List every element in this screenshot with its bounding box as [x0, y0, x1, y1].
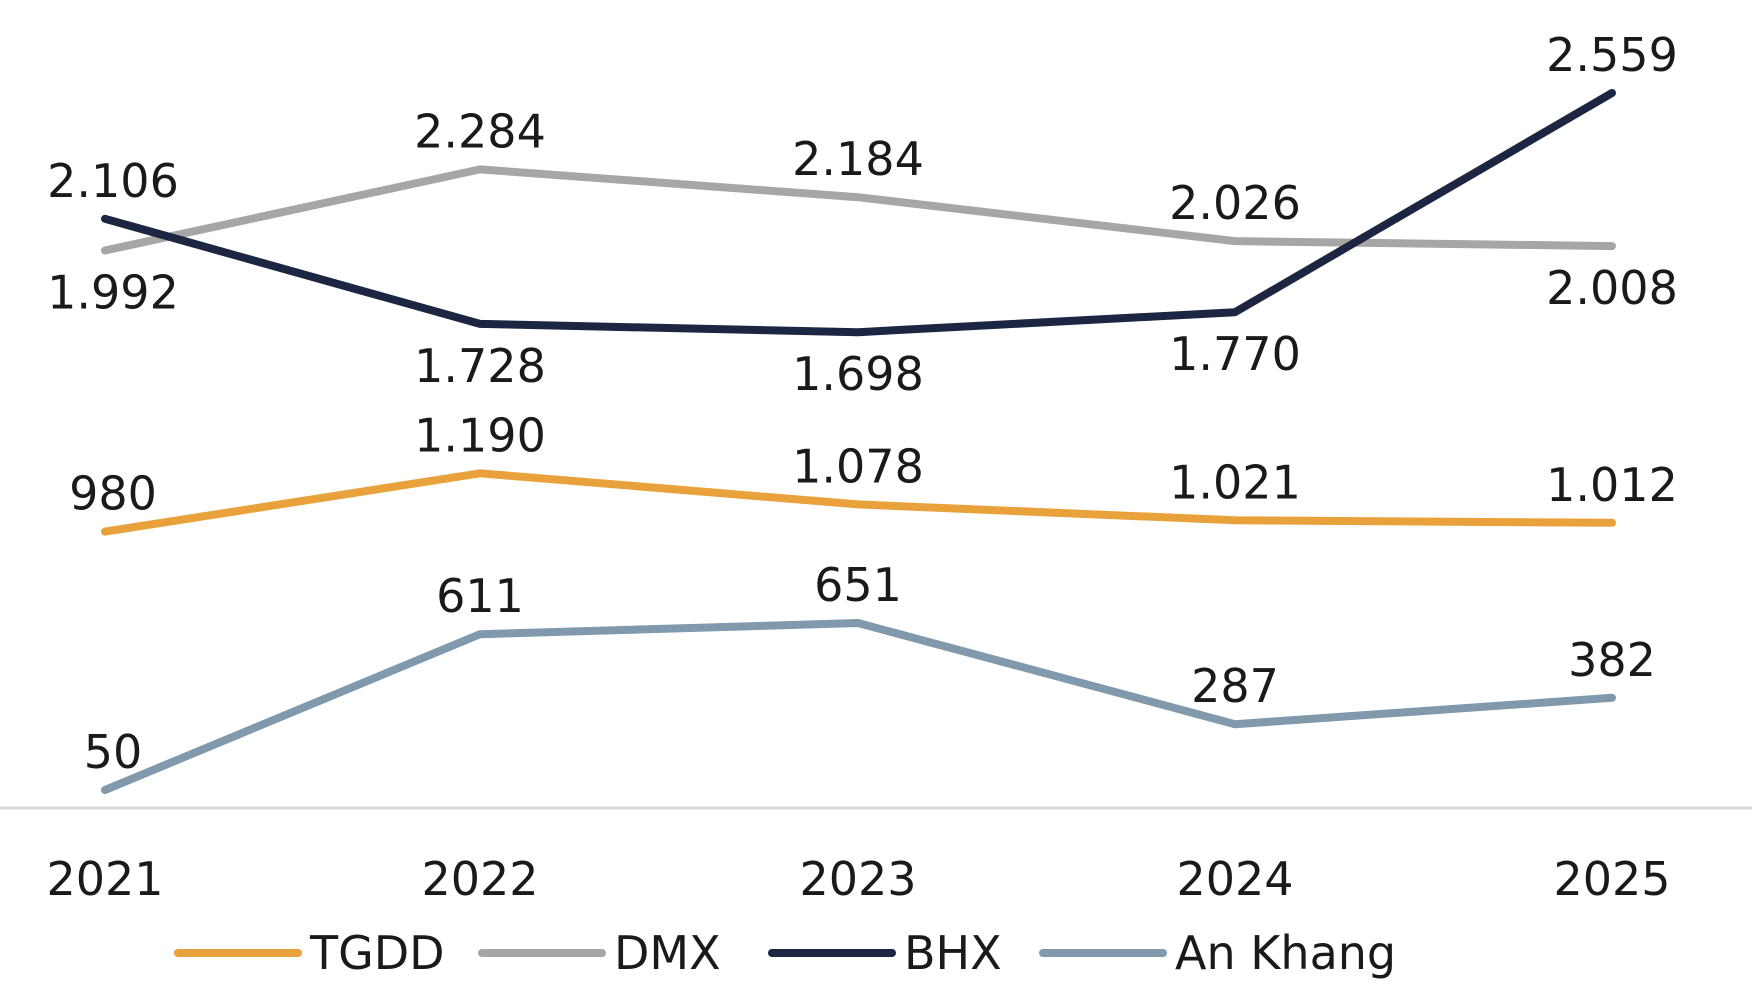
- data-label-tgdd: 1.078: [792, 439, 924, 493]
- x-axis-ticks: 2021 2022 2023 2024 2025: [46, 852, 1670, 906]
- data-label-bhx: 1.728: [414, 339, 546, 393]
- x-tick-label: 2024: [1176, 852, 1293, 906]
- data-label-dmx: 1.992: [47, 266, 179, 320]
- x-tick-label: 2021: [46, 852, 163, 906]
- series-layer: [101, 89, 1616, 794]
- x-tick-label: 2025: [1553, 852, 1670, 906]
- legend-label-tgdd: TGDD: [309, 926, 445, 980]
- data-label-an-khang: 611: [436, 569, 524, 623]
- series-line-bhx: [101, 89, 1616, 337]
- data-label-an-khang: 50: [84, 725, 143, 779]
- legend-label-dmx: DMX: [614, 926, 721, 980]
- data-label-tgdd: 1.190: [414, 408, 546, 462]
- legend-label-bhx: BHX: [904, 926, 1002, 980]
- data-label-tgdd: 980: [69, 467, 157, 521]
- data-label-bhx: 2.559: [1546, 28, 1678, 82]
- data-label-layer: 980 1.190 1.078 1.021 1.012 1.992 2.284 2.184 2.…: [47, 28, 1678, 779]
- data-label-bhx: 2.106: [47, 154, 179, 208]
- data-label-tgdd: 1.021: [1169, 455, 1301, 509]
- series-line-tgdd: [101, 469, 1616, 536]
- x-tick-label: 2023: [799, 852, 916, 906]
- data-label-dmx: 2.284: [414, 104, 546, 158]
- legend: TGDD DMX BHX An Khang: [174, 926, 1396, 980]
- x-tick-label: 2022: [421, 852, 538, 906]
- data-label-dmx: 2.008: [1546, 261, 1678, 315]
- series-line-an-khang: [101, 619, 1616, 794]
- data-label-bhx: 1.698: [792, 347, 924, 401]
- data-label-an-khang: 651: [814, 558, 902, 612]
- data-label-tgdd: 1.012: [1546, 458, 1678, 512]
- data-label-bhx: 1.770: [1169, 327, 1301, 381]
- data-label-an-khang: 382: [1568, 633, 1656, 687]
- data-label-an-khang: 287: [1191, 659, 1279, 713]
- legend-label-an-khang: An Khang: [1175, 926, 1396, 980]
- data-label-dmx: 2.026: [1169, 176, 1301, 230]
- data-label-dmx: 2.184: [792, 132, 924, 186]
